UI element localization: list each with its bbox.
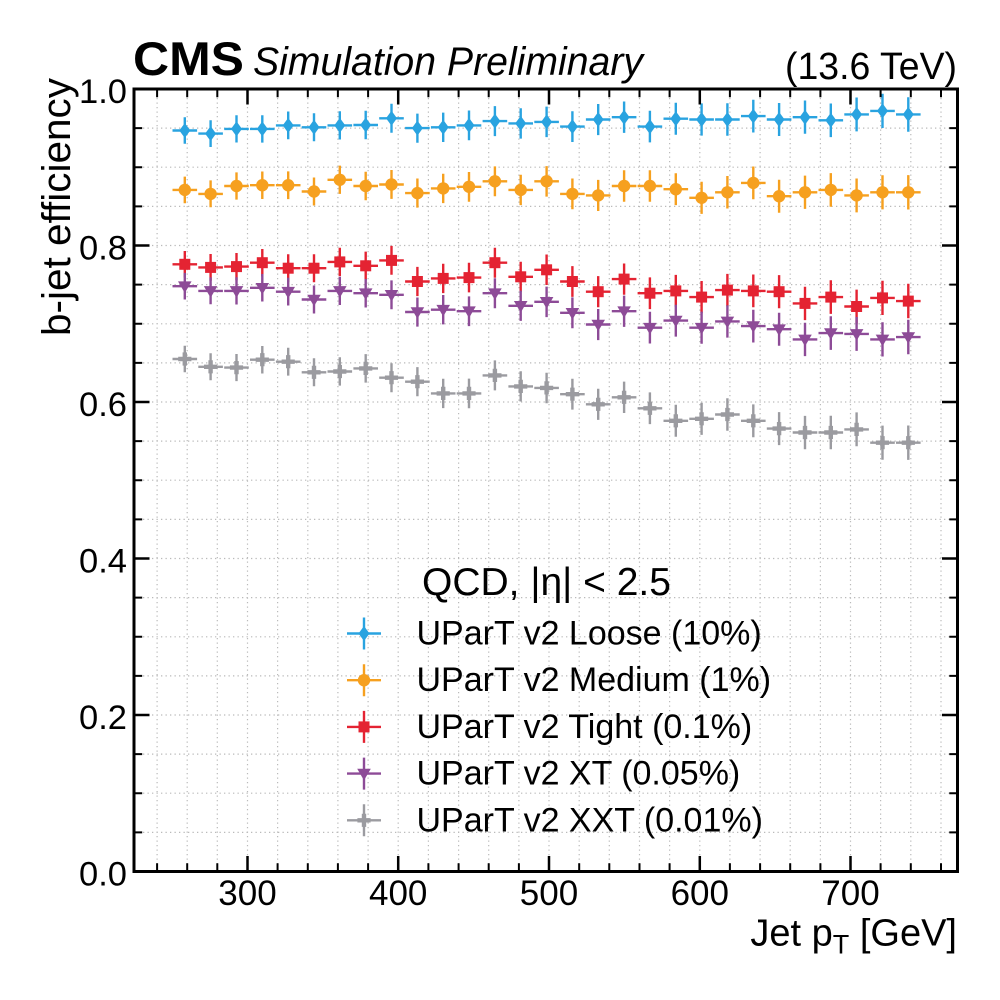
svg-text:300: 300 <box>218 874 276 913</box>
svg-text:UParT v2 XXT (0.01%): UParT v2 XXT (0.01%) <box>417 801 763 839</box>
svg-text:0.0: 0.0 <box>79 855 127 893</box>
svg-text:600: 600 <box>671 874 729 913</box>
svg-text:Simulation Preliminary: Simulation Preliminary <box>253 40 646 84</box>
svg-text:0.8: 0.8 <box>79 229 127 267</box>
svg-text:0.2: 0.2 <box>79 699 127 737</box>
svg-text:UParT v2 Loose (10%): UParT v2 Loose (10%) <box>417 615 762 653</box>
svg-text:1.0: 1.0 <box>79 73 127 111</box>
svg-text:700: 700 <box>821 874 879 913</box>
svg-text:0.4: 0.4 <box>79 542 127 580</box>
svg-text:400: 400 <box>369 874 427 913</box>
svg-text:0.6: 0.6 <box>79 386 127 424</box>
svg-text:Jet pT [GeV]: Jet pT [GeV] <box>750 913 957 960</box>
svg-text:b-jet efficiency: b-jet efficiency <box>35 78 79 336</box>
svg-text:UParT v2 XT (0.05%): UParT v2 XT (0.05%) <box>417 755 741 793</box>
svg-text:UParT v2 Tight (0.1%): UParT v2 Tight (0.1%) <box>417 708 753 746</box>
svg-text:UParT v2 Medium (1%): UParT v2 Medium (1%) <box>417 661 772 699</box>
svg-text:CMS: CMS <box>133 32 244 85</box>
svg-text:QCD, |η| < 2.5: QCD, |η| < 2.5 <box>422 561 671 604</box>
svg-text:(13.6 TeV): (13.6 TeV) <box>785 46 957 88</box>
svg-text:500: 500 <box>520 874 578 913</box>
